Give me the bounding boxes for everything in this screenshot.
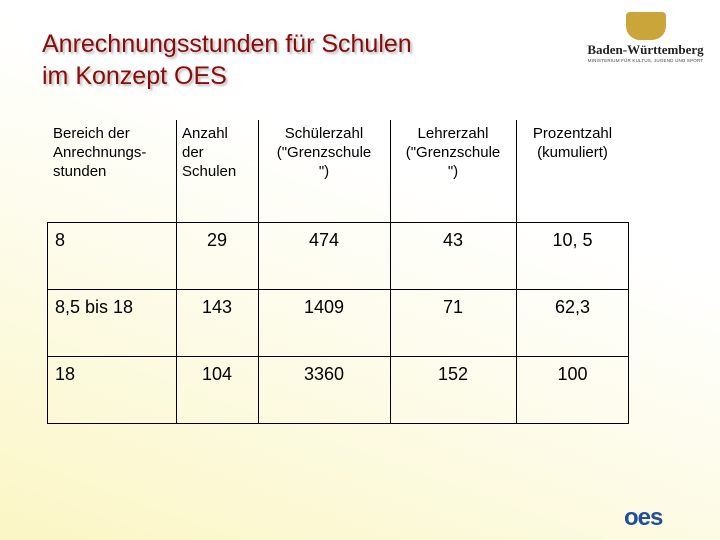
column-line [628,222,629,423]
table-cell: 62,3 [554,297,591,317]
table-cell: 104 [201,364,233,384]
header-line: ("Grenzschule [276,144,372,161]
header-line: ") [318,163,330,180]
table: Bereich der Anrechnungs-stunden Anzahl der S… [47,120,629,424]
table-cell: 3360 [303,364,345,384]
header-line: Anrechnungs- [53,144,147,161]
table-cell: 29 [206,230,228,250]
table-cell: 474 [308,230,340,250]
header-cell: Anzahl der Schulen [176,124,258,181]
table-cell: 43 [442,230,464,250]
title-line: Anrechnungsstunden für Schulen [42,30,412,58]
header-cell: Bereich der Anrechnungs-stunden [47,124,176,181]
header-cell: Prozentzahl (kumuliert) [516,124,629,162]
title: Anrechnungsstunden für Schulen im Konzept… [42,28,412,92]
column-line [258,120,259,423]
title-line: im Konzept OES [42,62,227,90]
logo-name: Baden-Württemberg [587,42,704,57]
row-line [47,222,629,223]
table-cell: 1409 [303,297,345,317]
column-line [176,120,177,423]
header-cell: Schülerzahl ("Grenzschule ") [258,124,390,181]
column-line [390,120,391,423]
logo: Baden-Württemberg MINISTERIUM FÜR KULTUS… [578,12,713,63]
header-line: Schülerzahl [284,125,364,142]
table-cell: 18 [55,364,76,384]
header-line: der [182,144,204,161]
crest [625,12,666,40]
table-cell: 8,5 bis 18 [55,297,134,317]
table-cell: 100 [557,364,588,384]
header-line: ("Grenzschule [405,144,501,161]
table-cell: 71 [442,297,464,317]
table-cell: 143 [201,297,233,317]
header-line: Bereich der [53,125,130,142]
table-cell: 10, 5 [552,230,593,250]
header-line: (kumuliert) [537,144,608,161]
row-line [47,289,629,290]
oes-logo: oes [624,504,663,531]
header-line: Anzahl [182,125,228,142]
logo-subtitle: MINISTERIUM FÜR KULTUS, JUGEND UND SPORT [587,58,704,63]
table-cell: 152 [437,364,469,384]
row-line [47,423,629,424]
header-line: Prozentzahl [532,125,613,142]
header-cell: Lehrerzahl ("Grenzschule ") [390,124,516,181]
header-line: stunden [53,163,107,180]
header-line: ") [447,163,459,180]
column-line [47,222,48,423]
header-line: Lehrerzahl [417,125,489,142]
column-line [516,120,517,423]
header-line: Schulen [182,163,237,180]
row-line [47,356,629,357]
table-cell: 8 [55,230,66,250]
